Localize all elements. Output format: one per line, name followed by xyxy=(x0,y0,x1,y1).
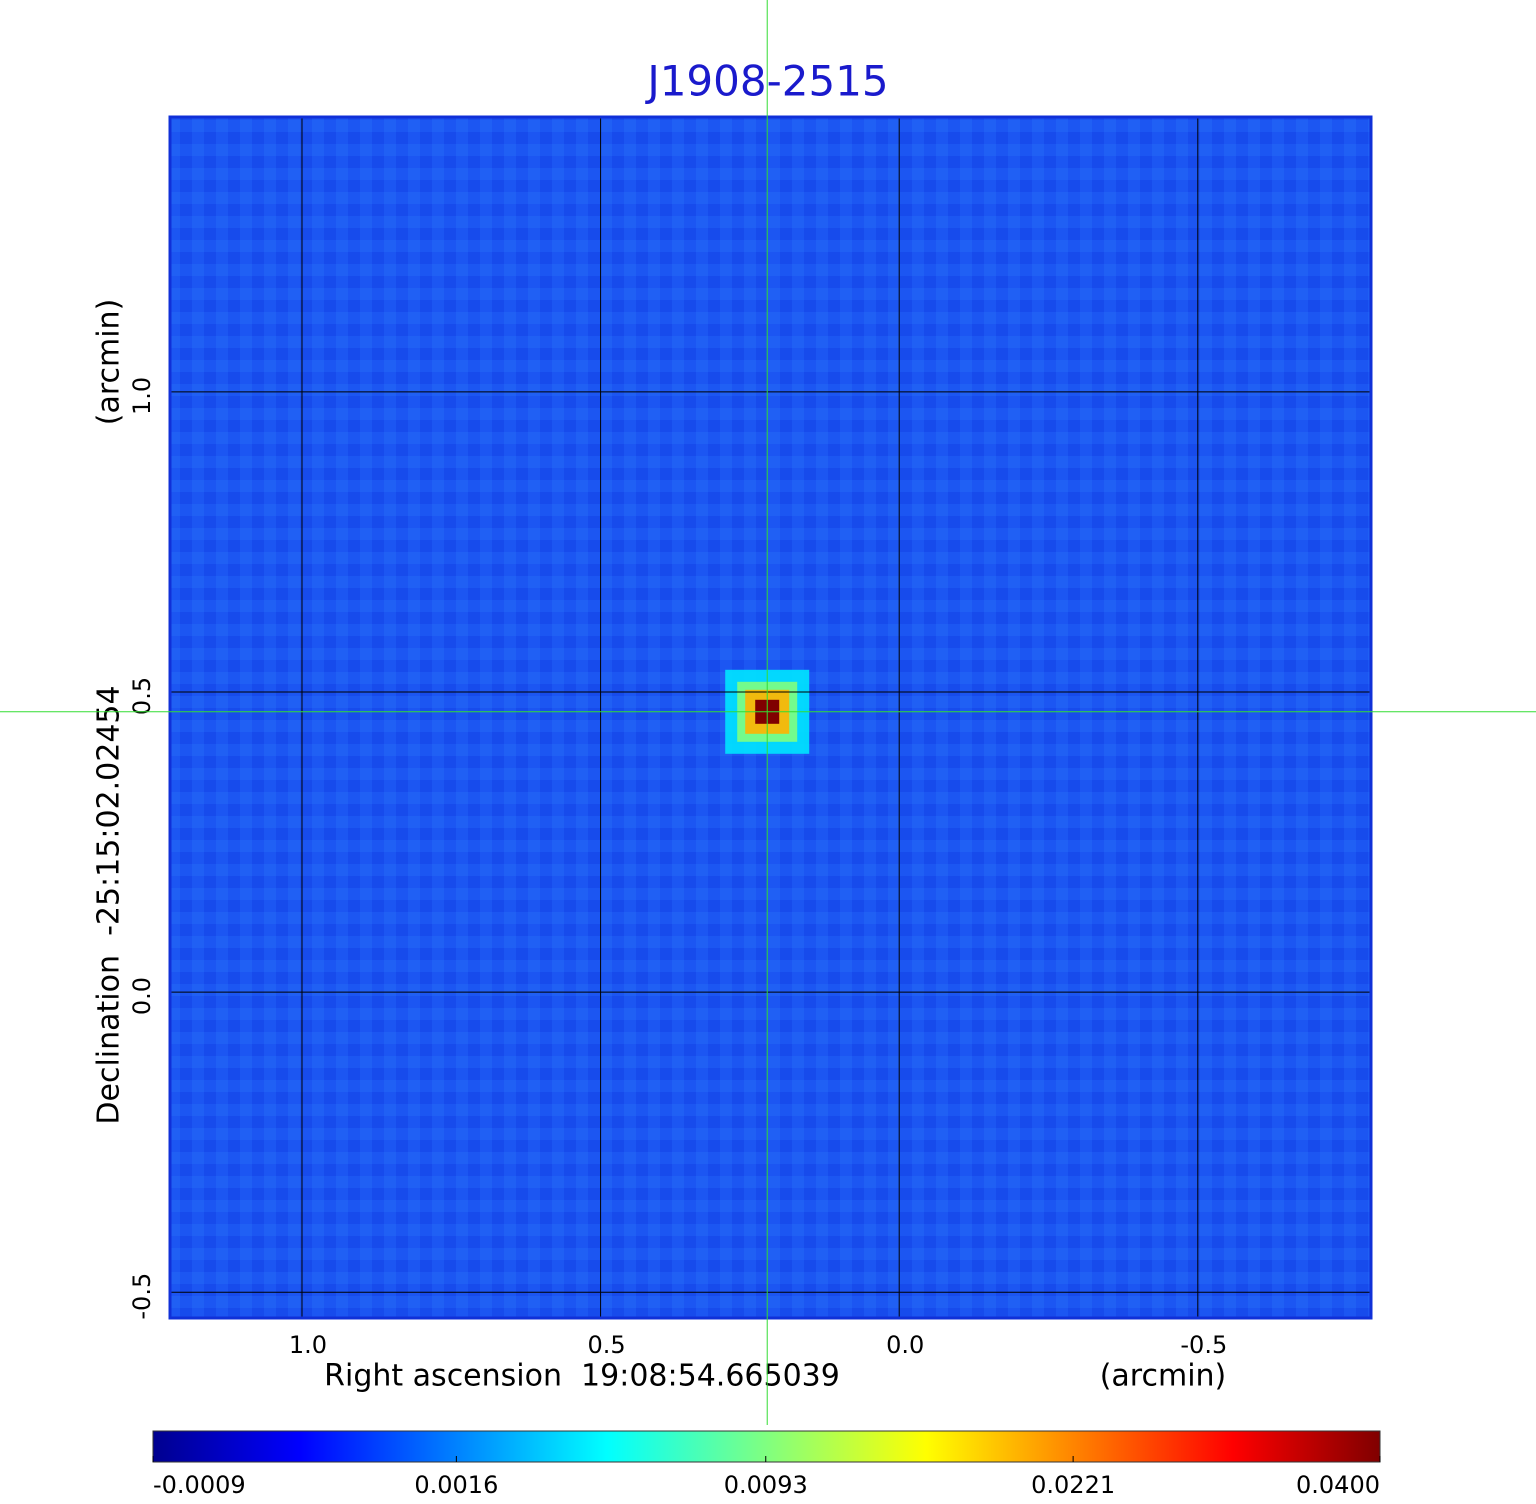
plot-frame xyxy=(168,115,1373,1320)
x-axis-unit: (arcmin) xyxy=(1100,1359,1227,1394)
y-axis-unit: (arcmin) xyxy=(92,299,127,426)
colorbar-tick-label: 0.0400 xyxy=(1296,1471,1380,1499)
x-tick-label: 0.0 xyxy=(886,1331,924,1359)
colorbar-tick-label: 0.0016 xyxy=(414,1471,498,1499)
x-tick-label: -0.5 xyxy=(1180,1331,1227,1359)
colorbar-tick-label: -0.0009 xyxy=(153,1471,246,1499)
colorbar-tick-label: 0.0093 xyxy=(724,1471,808,1499)
x-axis-label: Right ascension 19:08:54.665039 xyxy=(324,1359,840,1394)
chart-title: J1908-2515 xyxy=(644,57,888,106)
x-tick-label: 0.5 xyxy=(588,1331,626,1359)
y-tick-label: 0.5 xyxy=(128,677,156,715)
y-tick-label: -0.5 xyxy=(128,1273,156,1320)
y-tick-label: 1.0 xyxy=(128,377,156,415)
y-tick-label: 0.0 xyxy=(128,977,156,1015)
colorbar xyxy=(152,1430,1381,1463)
y-axis-label: Declination -25:15:02.02454 xyxy=(92,685,127,1124)
colorbar-tick-label: 0.0221 xyxy=(1031,1471,1115,1499)
x-tick-label: 1.0 xyxy=(289,1331,327,1359)
